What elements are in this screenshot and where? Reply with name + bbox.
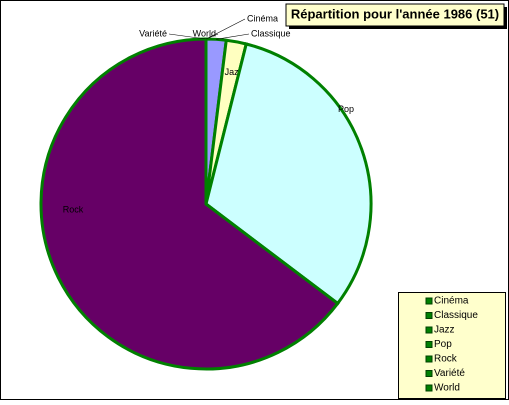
legend-marker — [425, 370, 433, 377]
slice-label: Rock — [63, 205, 84, 215]
slice-label: Classique — [251, 28, 291, 38]
legend-box — [398, 292, 506, 399]
slice-label: World — [193, 28, 216, 38]
pie-slice — [39, 37, 340, 371]
pie-slice — [204, 42, 373, 306]
legend-label: Jazz — [434, 325, 455, 336]
title-box — [285, 3, 505, 27]
legend-marker — [425, 355, 433, 363]
legend-marker — [425, 341, 433, 348]
slice-label: Jazz — [225, 67, 244, 77]
legend-marker — [425, 326, 433, 334]
legend-marker — [425, 384, 433, 392]
legend-label: World — [434, 383, 460, 394]
legend-label: Cinéma — [434, 296, 469, 307]
legend-label: Classique — [434, 310, 478, 321]
legend-label: Pop — [434, 339, 452, 350]
slice-label: Pop — [338, 104, 354, 114]
chart-title: Répartition pour l'année 1986 (51) — [291, 6, 499, 21]
legend-label: Rock — [434, 354, 458, 365]
leader-line — [168, 33, 207, 40]
slice-label: Cinéma — [247, 13, 278, 23]
leader-line — [205, 18, 246, 40]
legend-marker — [425, 297, 433, 305]
leader-line — [216, 33, 250, 40]
slice-label: Variété — [139, 28, 167, 38]
legend-label: Variété — [434, 368, 465, 379]
legend-marker — [425, 312, 433, 319]
leader-line — [205, 33, 219, 40]
